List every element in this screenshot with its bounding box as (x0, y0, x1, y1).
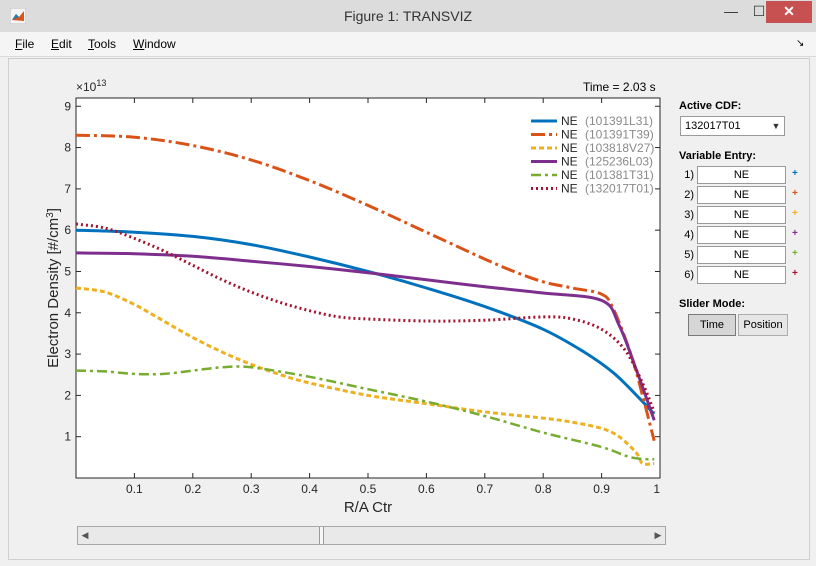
variable-input-4[interactable]: NE (697, 226, 786, 244)
entry-color-marker: + (792, 208, 798, 219)
title-bar: Figure 1: TRANSVIZ — ☐ ✕ (0, 0, 816, 33)
entry-color-marker: + (792, 188, 798, 199)
entry-number: 5) (684, 249, 694, 261)
y-tick-label: 8 (64, 141, 71, 155)
variable-entry-row-4: 4) NE + (676, 226, 802, 244)
time-mode-button[interactable]: Time (688, 314, 736, 336)
window-title: Figure 1: TRANSVIZ (343, 8, 473, 24)
left-arrow-icon[interactable]: ◀ (81, 530, 89, 540)
chevron-down-icon[interactable]: ▼ (771, 121, 781, 131)
entry-color-marker: + (792, 268, 798, 279)
y-tick-label: 9 (64, 99, 71, 113)
x-tick-label: 0.5 (360, 482, 377, 496)
plot-area (75, 97, 661, 479)
variable-input-2[interactable]: NE (697, 186, 786, 204)
exponent-label: ×1013 (76, 78, 106, 94)
variable-entry-row-3: 3) NE + (676, 206, 802, 224)
x-tick-label: 0.6 (418, 482, 435, 496)
time-slider[interactable]: ◀ ▶ (77, 526, 666, 545)
position-mode-button[interactable]: Position (738, 314, 788, 336)
right-arrow-icon[interactable]: ▶ (654, 530, 662, 540)
variable-entry-label: Variable Entry: (679, 150, 757, 162)
y-tick-label: 1 (64, 430, 71, 444)
variable-input-6[interactable]: NE (697, 266, 786, 284)
x-tick-label: 0.2 (184, 482, 201, 496)
legend-run: (132017T01) (585, 182, 654, 196)
entry-color-marker: + (792, 228, 798, 239)
legend-name: NE (561, 114, 578, 128)
series-line-4 (75, 251, 656, 421)
entry-number: 1) (684, 169, 694, 181)
legend-name: NE (561, 155, 578, 169)
variable-entry-row-2: 2) NE + (676, 186, 802, 204)
variable-input-1[interactable]: NE (697, 166, 786, 184)
close-button[interactable]: ✕ (766, 1, 812, 23)
entry-number: 4) (684, 229, 694, 241)
x-tick-label: 0.8 (535, 482, 552, 496)
variable-entry-row-1: 1) NE + (676, 166, 802, 184)
series-line-1 (75, 228, 656, 416)
legend-run: (101391L31) (585, 114, 653, 128)
matlab-icon (10, 8, 26, 24)
entry-color-marker: + (792, 168, 798, 179)
variable-input-5[interactable]: NE (697, 246, 786, 264)
entry-number: 2) (684, 189, 694, 201)
x-tick-label: 0.7 (476, 482, 493, 496)
legend-run: (101381T31) (585, 168, 654, 182)
active-cdf-dropdown[interactable]: 132017T01 ▼ (680, 116, 785, 136)
series-line-5 (75, 365, 655, 461)
entry-number: 3) (684, 209, 694, 221)
series-line-3 (75, 286, 655, 466)
menu-tools[interactable]: Tools (88, 37, 117, 51)
x-tick-label: 0.4 (301, 482, 318, 496)
series-line-6 (75, 222, 656, 413)
entry-number: 6) (684, 269, 694, 281)
menu-edit[interactable]: Edit (51, 37, 72, 51)
slider-thumb[interactable] (319, 527, 325, 544)
legend-run: (101391T39) (585, 128, 654, 142)
variable-input-3[interactable]: NE (697, 206, 786, 224)
menu-window[interactable]: Window (133, 37, 176, 51)
x-tick-label: 0.9 (593, 482, 610, 496)
legend-name: NE (561, 182, 578, 196)
x-tick-label: 0.1 (126, 482, 143, 496)
y-tick-label: 2 (64, 388, 71, 402)
x-axis-label: R/A Ctr (344, 499, 392, 516)
legend-name: NE (561, 168, 578, 182)
legend-run: (103818V27) (585, 141, 654, 155)
x-tick-label: 1 (653, 482, 660, 496)
slider-mode-label: Slider Mode: (679, 298, 746, 310)
y-tick-label: 3 (64, 347, 71, 361)
y-axis-label: Electron Density [#/cm3] (45, 208, 62, 368)
y-tick-label: 7 (64, 182, 71, 196)
variable-entry-row-5: 5) NE + (676, 246, 802, 264)
x-tick-label: 0.3 (243, 482, 260, 496)
maximize-button[interactable]: ☐ (752, 3, 766, 19)
y-tick-label: 4 (64, 306, 71, 320)
legend-name: NE (561, 128, 578, 142)
active-cdf-label: Active CDF: (679, 100, 742, 112)
menu-bar: File Edit Tools Window ↘ (0, 32, 816, 57)
active-cdf-value: 132017T01 (685, 120, 741, 132)
menu-file[interactable]: File (15, 37, 35, 51)
minimize-button[interactable]: — (724, 3, 738, 19)
dock-arrow-icon[interactable]: ↘ (796, 38, 805, 49)
y-tick-label: 5 (64, 264, 71, 278)
entry-color-marker: + (792, 248, 798, 259)
legend-run: (125236L03) (585, 155, 653, 169)
legend-name: NE (561, 141, 578, 155)
y-tick-label: 6 (64, 223, 71, 237)
time-label: Time = 2.03 s (583, 80, 656, 94)
variable-entry-row-6: 6) NE + (676, 266, 802, 284)
